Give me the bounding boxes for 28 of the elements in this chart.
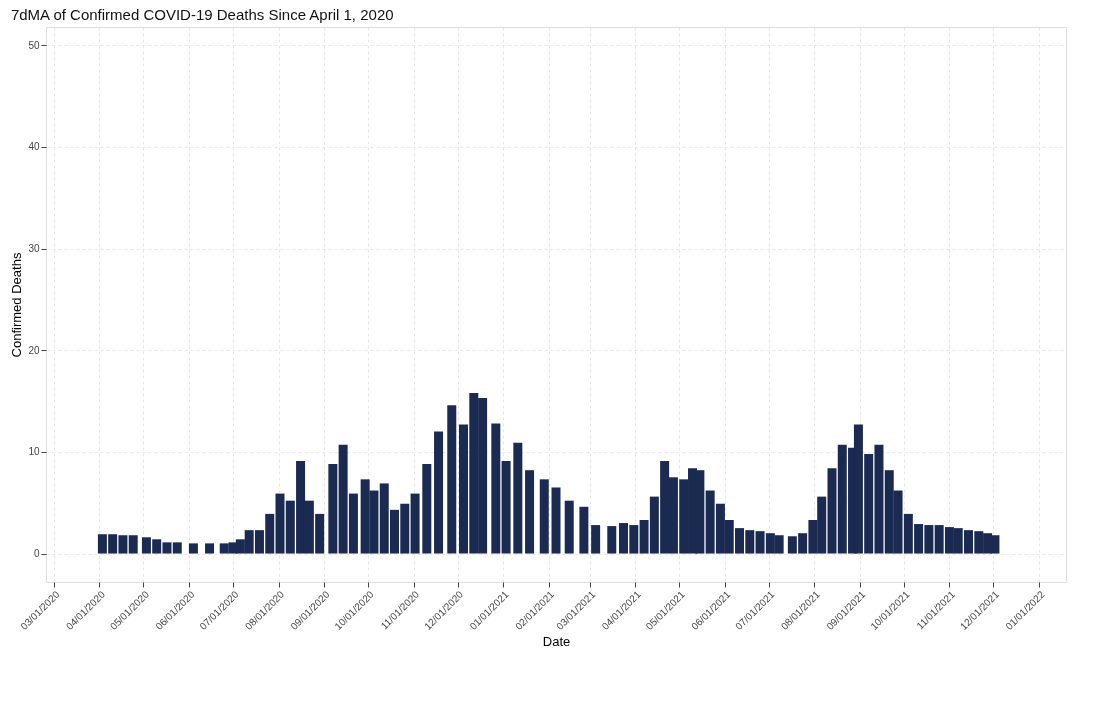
bar <box>579 506 589 554</box>
y-tick-label: 0 <box>33 548 40 560</box>
bar <box>128 535 138 554</box>
bar <box>539 479 549 554</box>
bar <box>501 461 511 554</box>
x-axis-title: Date <box>542 633 571 649</box>
bar <box>410 493 420 554</box>
bar <box>434 431 444 554</box>
bar <box>491 423 501 554</box>
bar <box>188 543 198 554</box>
bar <box>172 542 182 554</box>
chart-title: 7dMA of Confirmed COVID-19 Deaths Since April 1, 2020 <box>10 6 394 23</box>
y-tick-label: 50 <box>28 39 40 51</box>
y-tick-label: 40 <box>28 141 40 153</box>
bar <box>328 464 338 554</box>
bar <box>447 405 457 554</box>
y-axis-title: Confirmed Deaths <box>9 252 25 358</box>
bar <box>607 526 617 554</box>
bar <box>525 470 535 554</box>
y-tick-label: 30 <box>28 243 40 255</box>
bar <box>513 442 523 554</box>
bar <box>551 487 561 554</box>
y-tick-label: 20 <box>28 344 40 356</box>
bar <box>422 464 432 554</box>
y-tick-label: 10 <box>28 446 40 458</box>
bar <box>591 525 601 554</box>
bar <box>205 543 215 554</box>
bar <box>564 500 574 554</box>
